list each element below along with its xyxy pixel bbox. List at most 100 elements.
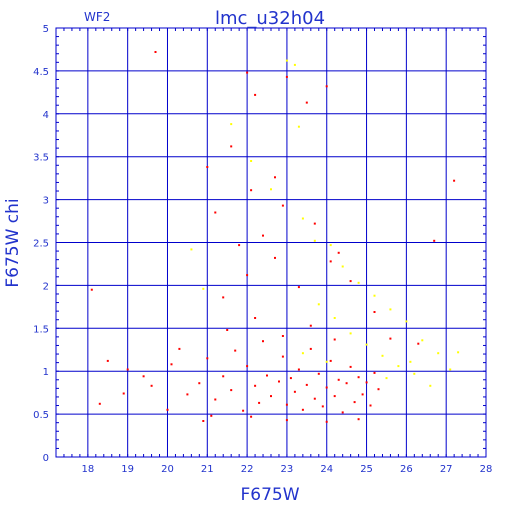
data-point [293,63,296,66]
y-tick-label: 2.5 [33,239,49,250]
data-point [297,125,300,128]
x-tick-label: 19 [121,464,134,475]
data-point [285,75,288,78]
x-tick-label: 28 [480,464,493,475]
data-point [349,280,352,283]
data-point [274,176,276,179]
y-tick-label: 0 [43,453,49,464]
data-point [202,420,205,422]
x-axis-title: F675W [240,485,299,505]
data-point [361,393,364,396]
data-point [325,420,328,423]
data-point [270,395,272,398]
corner-label: WF2 [84,10,110,24]
data-point [293,390,296,393]
data-point [166,408,169,411]
data-point [421,339,424,342]
data-point [365,381,368,384]
data-point [250,160,253,162]
data-point [377,388,380,391]
data-point [278,380,280,383]
x-tick-label: 23 [281,464,294,475]
data-point [297,368,300,371]
x-tick-label: 25 [360,464,373,475]
x-tick-label: 26 [400,464,413,475]
x-tick-label: 24 [320,464,333,475]
data-point [329,244,332,247]
data-point [333,338,336,341]
x-tick-label: 18 [81,464,94,475]
data-point [230,123,233,126]
data-point [341,411,344,414]
data-point [397,365,400,368]
data-point [230,145,233,148]
data-point [270,188,272,191]
data-point [206,357,209,360]
data-point [385,377,388,380]
data-point [357,418,360,421]
data-point [106,359,109,362]
axes-layer [55,27,487,458]
data-point [150,384,153,387]
data-point [437,352,440,355]
x-tick-label: 27 [440,464,453,475]
y-tick-label: 5 [43,24,49,35]
data-point [457,351,460,354]
data-point [301,217,304,220]
data-point [297,286,300,289]
data-point [222,296,225,299]
data-point [373,294,376,297]
data-point [381,354,384,357]
y-axis-title: F675W chi [3,198,23,287]
data-point [285,403,288,406]
data-point [281,355,284,358]
data-point [198,382,201,385]
y-tick-label: 3.5 [33,153,49,164]
data-point [206,166,209,168]
data-point [317,303,320,306]
data-point [285,59,288,62]
y-tick-label: 0.5 [33,410,49,421]
data-point [337,378,340,381]
x-tick-label: 20 [161,464,174,475]
data-point [373,371,376,374]
data-point [389,337,392,340]
data-point [349,365,352,368]
y-tick-label: 4.5 [33,67,49,78]
data-point [246,365,249,368]
data-point [262,340,264,343]
data-point [373,311,376,313]
labels-layer: 18 19 20 21 22 23 24 25 26 27 28 0 0.5 1 1.5 2 2.5 3 3.5 4 4… [33,24,492,475]
data-point [429,384,432,387]
data-point [242,409,245,412]
data-point [214,211,217,214]
points-layer [90,51,460,423]
y-tick-label: 3 [43,196,49,207]
data-point [433,239,436,242]
data-point [309,324,312,327]
data-point [313,239,316,242]
data-point [254,317,257,319]
data-point [317,372,320,375]
data-point [357,281,360,284]
data-point [329,359,332,362]
data-point [325,386,328,389]
data-point [202,287,205,290]
data-point [309,347,312,350]
data-point [154,51,157,53]
x-tick-label: 21 [201,464,214,475]
data-point [453,179,456,182]
data-point [234,349,237,352]
data-point [190,248,193,251]
data-point [142,375,145,378]
data-point [274,256,276,259]
data-point [98,402,101,405]
data-point [246,274,249,277]
data-point [313,397,316,400]
data-point [266,374,268,377]
data-point [90,288,93,291]
data-point [369,404,372,407]
data-point [238,244,241,247]
